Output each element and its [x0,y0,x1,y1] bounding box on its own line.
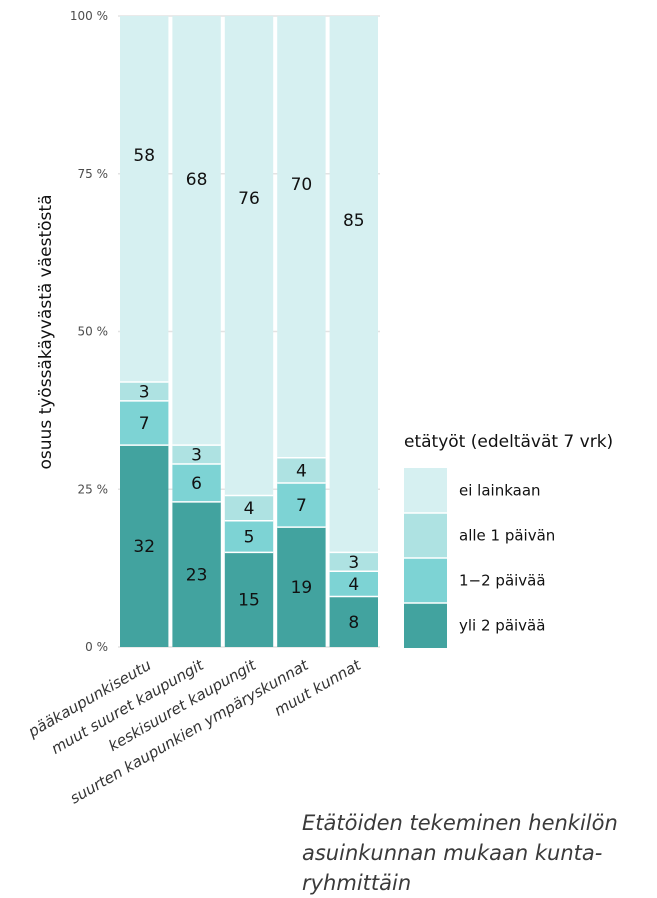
legend-swatch [404,603,447,648]
bar-value-label: 3 [139,382,150,402]
bars [120,16,378,647]
bar-segment [224,495,274,521]
bar-segment [277,527,326,647]
bar-segment [120,16,169,382]
bar-segment [172,464,221,502]
bar-value-label: 6 [191,474,202,494]
y-tick-label: 50 % [78,325,109,339]
y-tick-label: 100 % [70,9,108,23]
bar-segment [224,520,274,553]
bar-segment [329,596,378,647]
legend-swatch [404,468,447,513]
bar-value-label: 7 [139,414,150,434]
bar-segment [277,457,326,483]
bar-value-label: 7 [296,496,307,516]
bar-segment [224,552,274,647]
bar-value-label: 23 [186,565,208,585]
bar-segment [120,381,169,401]
bar-segment [277,482,326,528]
bar-value-label: 4 [244,499,255,519]
bar-segment [172,16,221,446]
bar-value-label: 5 [244,528,255,548]
legend: etätyöt (edeltävät 7 vrk) ei lainkaan all… [404,432,613,648]
y-tick-label: 0 % [85,640,108,654]
bar-value-label: 58 [133,146,155,166]
legend-label: 1−2 päivää [459,572,546,590]
bar-segment [224,16,274,496]
bar-segment [329,552,378,572]
bar-value-label: 68 [186,170,208,190]
bar-segment [329,16,378,553]
y-tick-label: 75 % [78,167,109,181]
chart-caption: Etätöiden tekeminen henkilön asuinkunnan… [302,811,618,895]
legend-title: etätyöt (edeltävät 7 vrk) [404,432,613,452]
bar-segment [277,16,326,458]
bar-value-label: 8 [348,613,359,633]
bar-segment [172,445,221,465]
bar-value-label: 85 [343,211,365,231]
bar-segment [120,445,169,647]
bar-value-label: 3 [348,553,359,573]
legend-swatch [404,513,447,558]
bar-value-label: 4 [296,461,307,481]
bar-segment [329,571,378,597]
y-axis-title: osuus työssäkäyvästä väestöstä [36,195,56,470]
y-tick-label: 25 % [78,482,109,496]
legend-label: ei lainkaan [459,482,541,500]
legend-label: yli 2 päivää [459,617,545,635]
bar-value-label: 3 [191,446,202,466]
bar-value-label: 19 [291,578,313,598]
bar-value-label: 70 [291,175,313,195]
bar-segment [120,400,169,446]
bar-value-label: 76 [238,189,260,209]
bar-segment [172,501,221,647]
bar-value-label: 4 [348,575,359,595]
bar-value-label: 32 [133,537,155,557]
legend-label: alle 1 päivän [459,527,555,545]
legend-swatch [404,558,447,603]
y-tick-labels: 0 % 25 % 50 % 75 % 100 % [70,9,108,654]
bar-value-label: 15 [238,591,260,611]
